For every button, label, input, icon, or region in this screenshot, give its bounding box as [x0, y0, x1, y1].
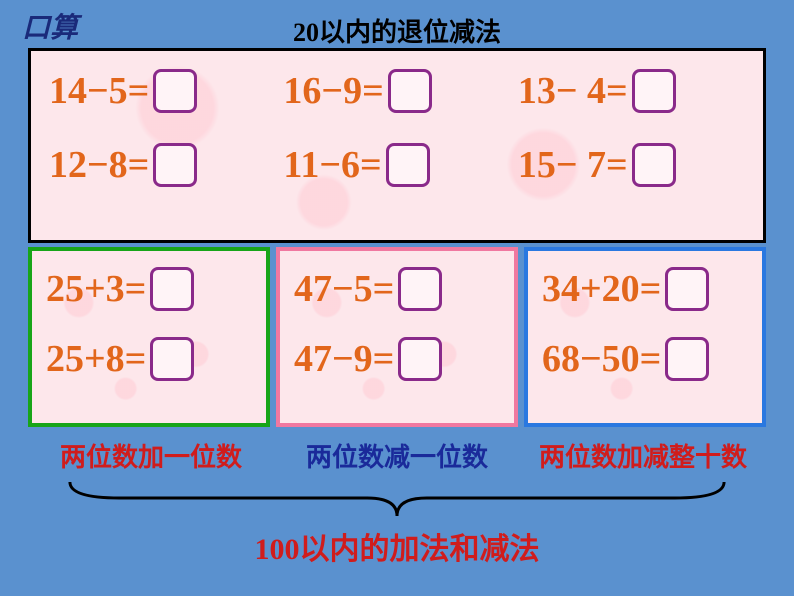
- equation: 13− 4=: [518, 69, 752, 113]
- equation-text: 25+8=: [46, 337, 146, 381]
- bottom-panel-pink: 47−5= 47−9=: [276, 247, 518, 427]
- equation: 34+20=: [542, 267, 709, 311]
- equation: 14−5=: [49, 69, 283, 113]
- answer-box[interactable]: [398, 267, 442, 311]
- curly-brace: [60, 476, 734, 522]
- equation-text: 25+3=: [46, 267, 146, 311]
- answer-box[interactable]: [632, 69, 676, 113]
- equation: 15− 7=: [518, 143, 752, 187]
- equation: 47−9=: [294, 337, 442, 381]
- equation: 68−50=: [542, 337, 709, 381]
- category-labels: 两位数加一位数 两位数减一位数 两位数加减整十数: [28, 437, 766, 474]
- answer-box[interactable]: [153, 143, 197, 187]
- top-title: 20以内的退位减法: [293, 12, 501, 49]
- equation-text: 12−8=: [49, 143, 149, 187]
- equation: 47−5=: [294, 267, 442, 311]
- equation-text: 47−5=: [294, 267, 394, 311]
- equation-text: 16−9=: [283, 69, 383, 113]
- label-two-digit-plus-one: 两位数加一位数: [28, 437, 274, 474]
- equation: 11−6=: [283, 143, 517, 187]
- answer-box[interactable]: [398, 337, 442, 381]
- answer-box[interactable]: [150, 337, 194, 381]
- bottom-title: 100以内的加法和减法: [0, 524, 794, 568]
- answer-box[interactable]: [665, 267, 709, 311]
- answer-box[interactable]: [665, 337, 709, 381]
- equation: 12−8=: [49, 143, 283, 187]
- corner-label: 口算: [22, 6, 78, 46]
- bottom-panels-row: 25+3= 25+8= 47−5= 47−9= 34+20= 68−50=: [28, 247, 766, 427]
- equation-text: 13− 4=: [518, 69, 628, 113]
- equation-text: 68−50=: [542, 337, 661, 381]
- answer-box[interactable]: [386, 143, 430, 187]
- bottom-panel-green: 25+3= 25+8=: [28, 247, 270, 427]
- answer-box[interactable]: [388, 69, 432, 113]
- equation-text: 14−5=: [49, 69, 149, 113]
- label-two-digit-minus-one: 两位数减一位数: [274, 437, 520, 474]
- equation-text: 34+20=: [542, 267, 661, 311]
- bottom-panel-blue: 34+20= 68−50=: [524, 247, 766, 427]
- equation-text: 11−6=: [283, 143, 381, 187]
- equation-text: 15− 7=: [518, 143, 628, 187]
- equation: 25+3=: [46, 267, 194, 311]
- label-two-digit-tens: 两位数加减整十数: [520, 437, 766, 474]
- answer-box[interactable]: [632, 143, 676, 187]
- answer-box[interactable]: [153, 69, 197, 113]
- top-panel: 14−5= 16−9= 13− 4= 12−8= 11−6= 15− 7=: [28, 48, 766, 243]
- equation: 16−9=: [283, 69, 517, 113]
- equation-text: 47−9=: [294, 337, 394, 381]
- equation: 25+8=: [46, 337, 194, 381]
- answer-box[interactable]: [150, 267, 194, 311]
